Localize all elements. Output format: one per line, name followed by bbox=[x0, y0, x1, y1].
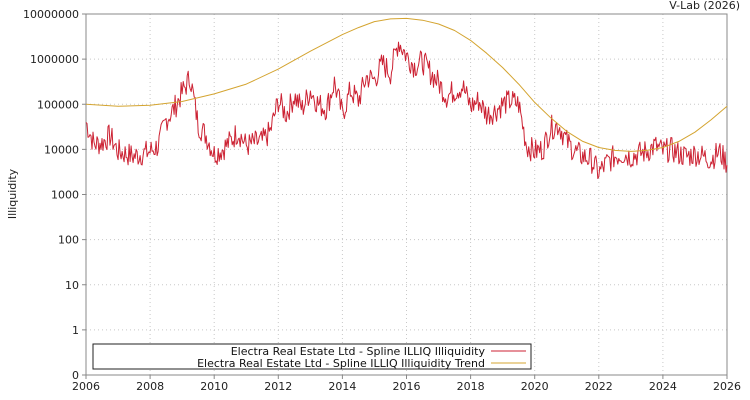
x-tick-label: 2016 bbox=[393, 380, 421, 393]
x-tick-label: 2014 bbox=[328, 380, 356, 393]
legend-label-trend: Electra Real Estate Ltd - Spline ILLIQ I… bbox=[197, 357, 485, 370]
y-tick-label: 0 bbox=[72, 369, 79, 382]
y-tick-label: 100 bbox=[58, 234, 79, 247]
y-tick-label: 1000 bbox=[51, 189, 79, 202]
series-layer bbox=[85, 17, 728, 179]
series-line-illiquidity bbox=[85, 41, 728, 179]
x-tick-label: 2008 bbox=[136, 380, 164, 393]
x-tick-label: 2026 bbox=[713, 380, 741, 393]
y-axis: 0 1 10 100 1000 10000 100000 1000000 10000000 bbox=[23, 8, 86, 382]
x-tick-label: 2006 bbox=[72, 380, 100, 393]
x-tick-label: 2018 bbox=[457, 380, 485, 393]
y-tick-label: 10000 bbox=[44, 143, 79, 156]
series-line-trend bbox=[85, 17, 728, 152]
y-tick-label: 10000000 bbox=[23, 8, 79, 21]
y-tick-label: 10 bbox=[65, 279, 79, 292]
legend: Electra Real Estate Ltd - Spline ILLIQ I… bbox=[92, 343, 532, 370]
y-tick-label: 100000 bbox=[37, 98, 79, 111]
x-tick-label: 2012 bbox=[264, 380, 292, 393]
x-tick-label: 2010 bbox=[200, 380, 228, 393]
legend-box bbox=[92, 343, 532, 370]
legend-label-illiquidity: Electra Real Estate Ltd - Spline ILLIQ I… bbox=[231, 345, 486, 358]
x-tick-label: 2022 bbox=[585, 380, 613, 393]
x-tick-label: 2024 bbox=[649, 380, 677, 393]
x-axis: 2006 2008 2010 2012 2014 2016 2018 2020 2022 2024… bbox=[72, 375, 741, 393]
y-tick-label: 1 bbox=[72, 324, 79, 337]
y-tick-label: 1000000 bbox=[30, 53, 79, 66]
credit-label: V-Lab (2026) bbox=[669, 0, 740, 12]
grid bbox=[86, 14, 727, 375]
y-axis-title: Illiquidity bbox=[6, 168, 19, 219]
x-tick-label: 2020 bbox=[521, 380, 549, 393]
